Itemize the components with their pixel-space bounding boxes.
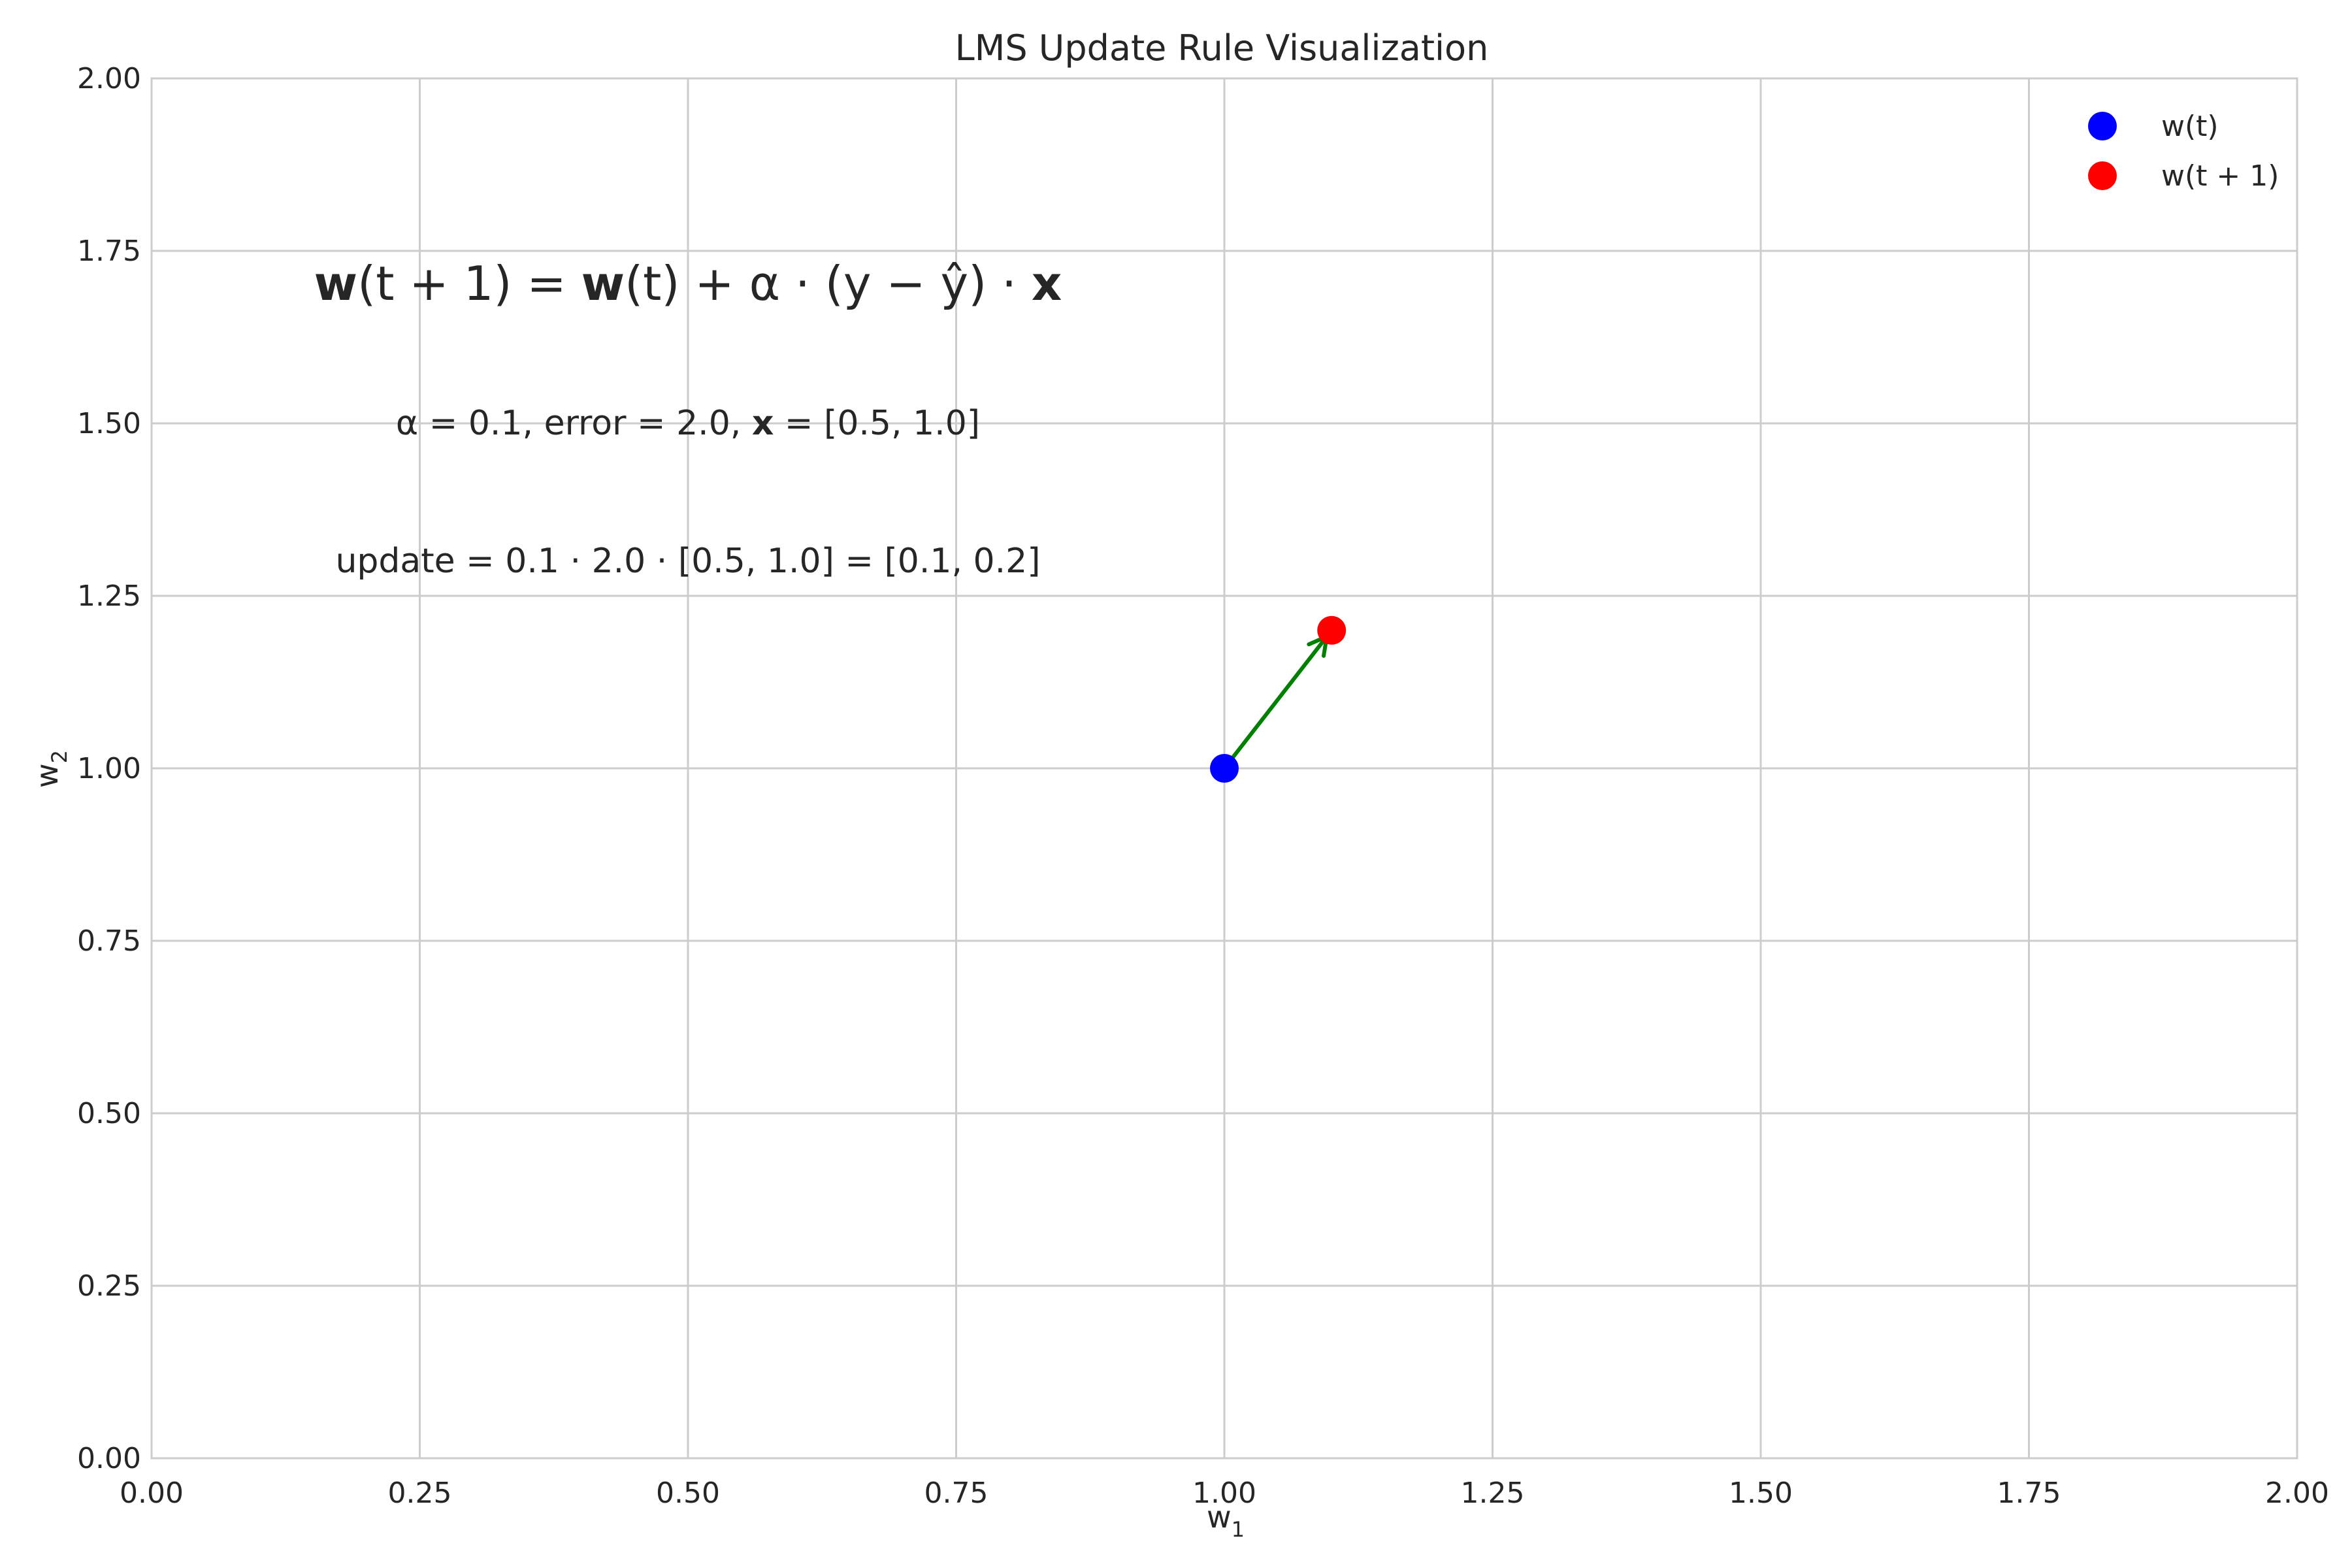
legend: w(t) w(t + 1) bbox=[2088, 110, 2279, 193]
y-tick-label: 0.50 bbox=[77, 1097, 141, 1130]
plot-frame bbox=[150, 77, 2298, 1460]
y-tick-label: 0.75 bbox=[77, 924, 141, 958]
x-tick-label: 0.25 bbox=[388, 1477, 452, 1510]
point-w-t bbox=[1210, 754, 1239, 783]
x-tick-label: 1.00 bbox=[1192, 1477, 1256, 1510]
y-axis-label: w2 bbox=[29, 750, 72, 788]
legend-marker-2 bbox=[2088, 161, 2117, 190]
x-axis-label-sub: 1 bbox=[1232, 1517, 1245, 1542]
y-tick-label: 1.50 bbox=[77, 407, 141, 440]
y-tick-label: 2.00 bbox=[77, 62, 141, 95]
y-tick-label: 1.00 bbox=[77, 752, 141, 785]
x-axis-label-base: w bbox=[1207, 1499, 1232, 1535]
legend-marker-1 bbox=[2088, 112, 2117, 140]
x-tick-label: 1.25 bbox=[1461, 1477, 1525, 1510]
x-tick-label: 1.75 bbox=[1997, 1477, 2061, 1510]
annotation-3: update = 0.1 · 2.0 · [0.5, 1.0] = [0.1, … bbox=[335, 542, 1040, 581]
y-tick-label: 1.75 bbox=[77, 235, 141, 268]
x-tick-label: 0.50 bbox=[656, 1477, 720, 1510]
legend-label-2: w(t + 1) bbox=[2161, 159, 2279, 193]
x-axis-label: w1 bbox=[1207, 1499, 1245, 1542]
y-axis-label-base: w bbox=[29, 763, 65, 788]
annotations: w(t + 1) = w(t) + α · (y − ŷ) · x α = 0.1… bbox=[314, 256, 1062, 581]
point-w-t-plus-1 bbox=[1317, 615, 1347, 645]
x-tick-label: 2.00 bbox=[2265, 1477, 2329, 1510]
y-tick-label: 0.00 bbox=[77, 1442, 141, 1475]
y-tick-label: 1.25 bbox=[77, 580, 141, 613]
y-axis: 0.00 0.25 0.50 0.75 1.00 1.25 1.50 1.75 2.00 bbox=[77, 62, 141, 1475]
annotation-1: w(t + 1) = w(t) + α · (y − ŷ) · x bbox=[314, 256, 1062, 311]
x-tick-label: 0.00 bbox=[120, 1477, 184, 1510]
x-tick-label: 1.50 bbox=[1729, 1477, 1793, 1510]
chart-title: LMS Update Rule Visualization bbox=[955, 27, 1489, 69]
y-axis-label-sub: 2 bbox=[47, 750, 72, 763]
legend-label-1: w(t) bbox=[2161, 110, 2219, 143]
y-tick-label: 0.25 bbox=[77, 1269, 141, 1303]
update-arrow-shaft bbox=[1222, 634, 1329, 770]
x-axis: 0.00 0.25 0.50 0.75 1.00 1.25 1.50 1.75 2.00 bbox=[120, 1477, 2329, 1510]
data-points bbox=[1210, 615, 1347, 783]
annotation-2: α = 0.1, error = 2.0, x = [0.5, 1.0] bbox=[396, 404, 980, 443]
x-tick-label: 0.75 bbox=[924, 1477, 988, 1510]
